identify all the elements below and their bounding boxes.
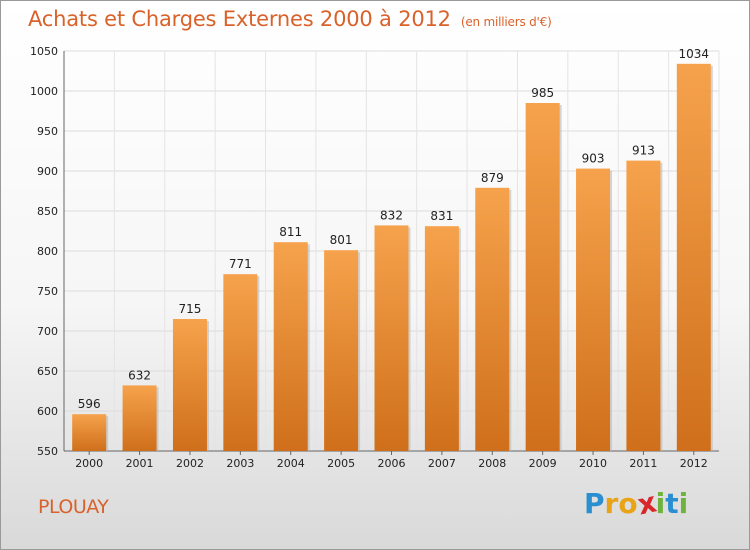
x-tick-label: 2010 — [579, 457, 607, 470]
y-tick-label: 900 — [37, 165, 58, 178]
bar — [676, 63, 711, 452]
bar — [172, 319, 207, 451]
bar — [626, 160, 661, 451]
x-tick-label: 2005 — [327, 457, 355, 470]
bar-value-label: 879 — [481, 171, 504, 185]
bar-value-label: 811 — [279, 225, 302, 239]
bar — [525, 103, 560, 451]
y-tick-label: 1050 — [30, 45, 58, 58]
x-tick-label: 2002 — [176, 457, 204, 470]
bar-value-label: 832 — [380, 208, 403, 222]
bar-value-label: 715 — [179, 302, 202, 316]
bar — [475, 187, 510, 452]
chart-title: Achats et Charges Externes 2000 à 2012 (e… — [28, 7, 552, 31]
bar — [72, 414, 107, 451]
bar — [576, 168, 611, 451]
x-tick-label: 2008 — [478, 457, 506, 470]
logo-letter: t — [665, 487, 679, 520]
y-tick-label: 550 — [37, 445, 58, 458]
y-tick-label: 650 — [37, 365, 58, 378]
x-tick-label: 2011 — [629, 457, 657, 470]
logo-letter: i — [655, 487, 666, 520]
bar-value-label: 985 — [531, 86, 554, 100]
bar-value-label: 903 — [582, 152, 605, 166]
bar-value-label: 771 — [229, 257, 252, 271]
y-tick-label: 1000 — [30, 85, 58, 98]
bar-value-label: 831 — [430, 209, 453, 223]
y-tick-label: 950 — [37, 125, 58, 138]
bar-value-label: 801 — [330, 233, 353, 247]
proxiti-logo: Proxiti — [584, 485, 689, 521]
bar-value-label: 596 — [78, 397, 101, 411]
chart-title-text: Achats et Charges Externes 2000 à 2012 — [28, 7, 451, 31]
commune-name: PLOUAY — [38, 496, 109, 518]
y-tick-label: 800 — [37, 245, 58, 258]
x-tick-label: 2006 — [378, 457, 406, 470]
bar-value-label: 913 — [632, 144, 655, 158]
x-tick-label: 2003 — [226, 457, 254, 470]
bar — [273, 242, 308, 451]
y-tick-label: 850 — [37, 205, 58, 218]
bar — [223, 274, 258, 451]
x-tick-label: 2004 — [277, 457, 305, 470]
logo-letter: r — [604, 487, 619, 520]
bar — [122, 385, 157, 451]
bar-value-label: 632 — [128, 368, 151, 382]
bar-value-label: 1034 — [679, 47, 710, 61]
x-tick-label: 2007 — [428, 457, 456, 470]
labels: 550 600 650 700 750 800 850 900 950 1000 1050 596 20… — [30, 45, 709, 470]
chart-subtitle: (en milliers d'€) — [460, 15, 552, 29]
x-tick-label: 2009 — [529, 457, 557, 470]
x-tick-label: 2012 — [680, 457, 708, 470]
y-tick-label: 750 — [37, 285, 58, 298]
x-tick-label: 2000 — [75, 457, 103, 470]
y-tick-label: 700 — [37, 325, 58, 338]
bar — [374, 225, 409, 451]
bars — [72, 63, 713, 452]
logo-letter: P — [584, 487, 605, 520]
logo-letter: i — [678, 487, 689, 520]
bar — [424, 226, 459, 451]
y-tick-label: 600 — [37, 405, 58, 418]
bar — [324, 250, 359, 451]
logo-letter: o — [618, 487, 638, 520]
x-tick-label: 2001 — [126, 457, 154, 470]
